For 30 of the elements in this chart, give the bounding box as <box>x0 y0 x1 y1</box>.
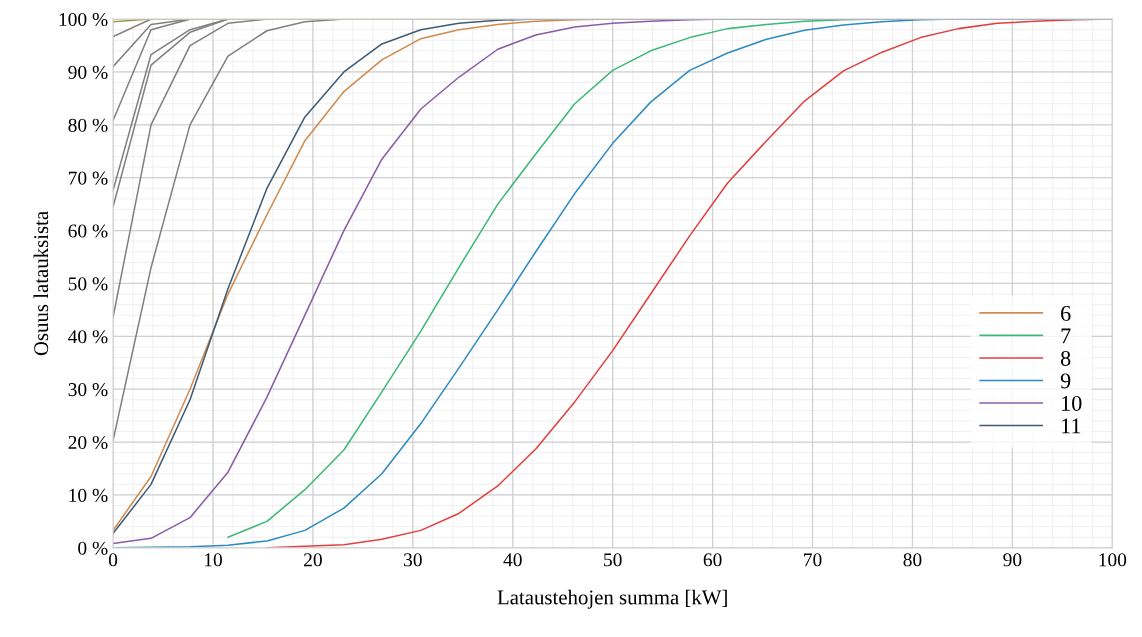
y-tick-label: 40 % <box>68 330 108 344</box>
y-tick-label: 30 % <box>68 383 108 397</box>
x-tick-label: 70 <box>804 553 822 567</box>
y-tick-label: 50 % <box>68 277 108 291</box>
x-tick-label: 80 <box>903 553 922 567</box>
y-axis-title: Osuus latauksista <box>33 211 49 356</box>
legend-label: 10 <box>1062 395 1082 411</box>
x-tick-label: 90 <box>1003 553 1022 567</box>
y-tick-label: 10 % <box>69 488 108 502</box>
y-tick-label: 60 % <box>68 224 108 238</box>
y-tick-label: 80 % <box>68 118 108 132</box>
y-tick-label: 0 % <box>78 541 108 555</box>
y-tick-label: 90 % <box>68 65 108 79</box>
x-axis-title: Lataustehojen summa [kW] <box>497 589 727 609</box>
x-tick-label: 100 <box>1099 553 1127 567</box>
legend-label: 9 <box>1060 373 1071 389</box>
y-tick-label: 100 % <box>59 12 108 27</box>
x-tick-label: 20 <box>304 553 322 567</box>
legend-label: 6 <box>1061 305 1071 321</box>
x-tick-label: 50 <box>604 553 622 567</box>
legend-label: 11 <box>1062 418 1081 434</box>
x-tick-label: 0 <box>108 553 118 567</box>
x-tick-label: 40 <box>503 553 522 567</box>
legend-label: 7 <box>1061 328 1071 344</box>
y-tick-label: 70 % <box>68 171 108 185</box>
x-tick-label: 10 <box>204 553 222 567</box>
x-tick-label: 30 <box>404 553 422 567</box>
y-tick-label: 20 % <box>68 435 108 450</box>
legend-label: 8 <box>1060 350 1071 366</box>
x-tick-label: 60 <box>703 553 722 567</box>
